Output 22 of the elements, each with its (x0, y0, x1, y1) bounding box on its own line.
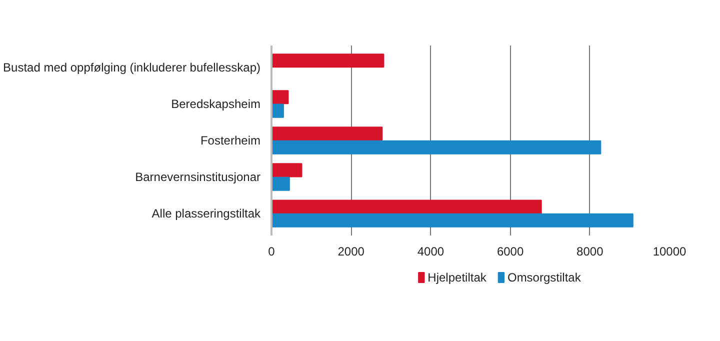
x-tick-label: 6000 (496, 244, 524, 258)
bar (272, 140, 602, 154)
bar (272, 176, 290, 191)
legend-label: Hjelpetiltak (428, 270, 488, 284)
bar (272, 104, 284, 118)
bar (272, 200, 542, 214)
y-tick-label: Beredskapsheim (171, 96, 261, 111)
legend-label: Omsorgstiltak (507, 270, 582, 284)
bar (272, 163, 302, 178)
bar (272, 126, 383, 141)
x-tick-label: 2000 (338, 244, 365, 258)
y-tick-label: Alle plasseringstiltak (152, 206, 262, 221)
y-tick-label: Fosterheim (200, 134, 261, 148)
y-tick-label: Barnevernsinstitusjonar (135, 170, 261, 184)
bar (272, 90, 289, 104)
x-tick-label: 8000 (576, 244, 604, 258)
bar (272, 54, 384, 68)
x-tick-label: 4000 (417, 244, 444, 258)
x-tick-label: 10000 (652, 244, 687, 258)
y-tick-label: Bustad med oppfølging (inkluderer bufellesskap) (3, 60, 261, 74)
bar (272, 213, 634, 228)
x-tick-label: 0 (268, 244, 276, 258)
